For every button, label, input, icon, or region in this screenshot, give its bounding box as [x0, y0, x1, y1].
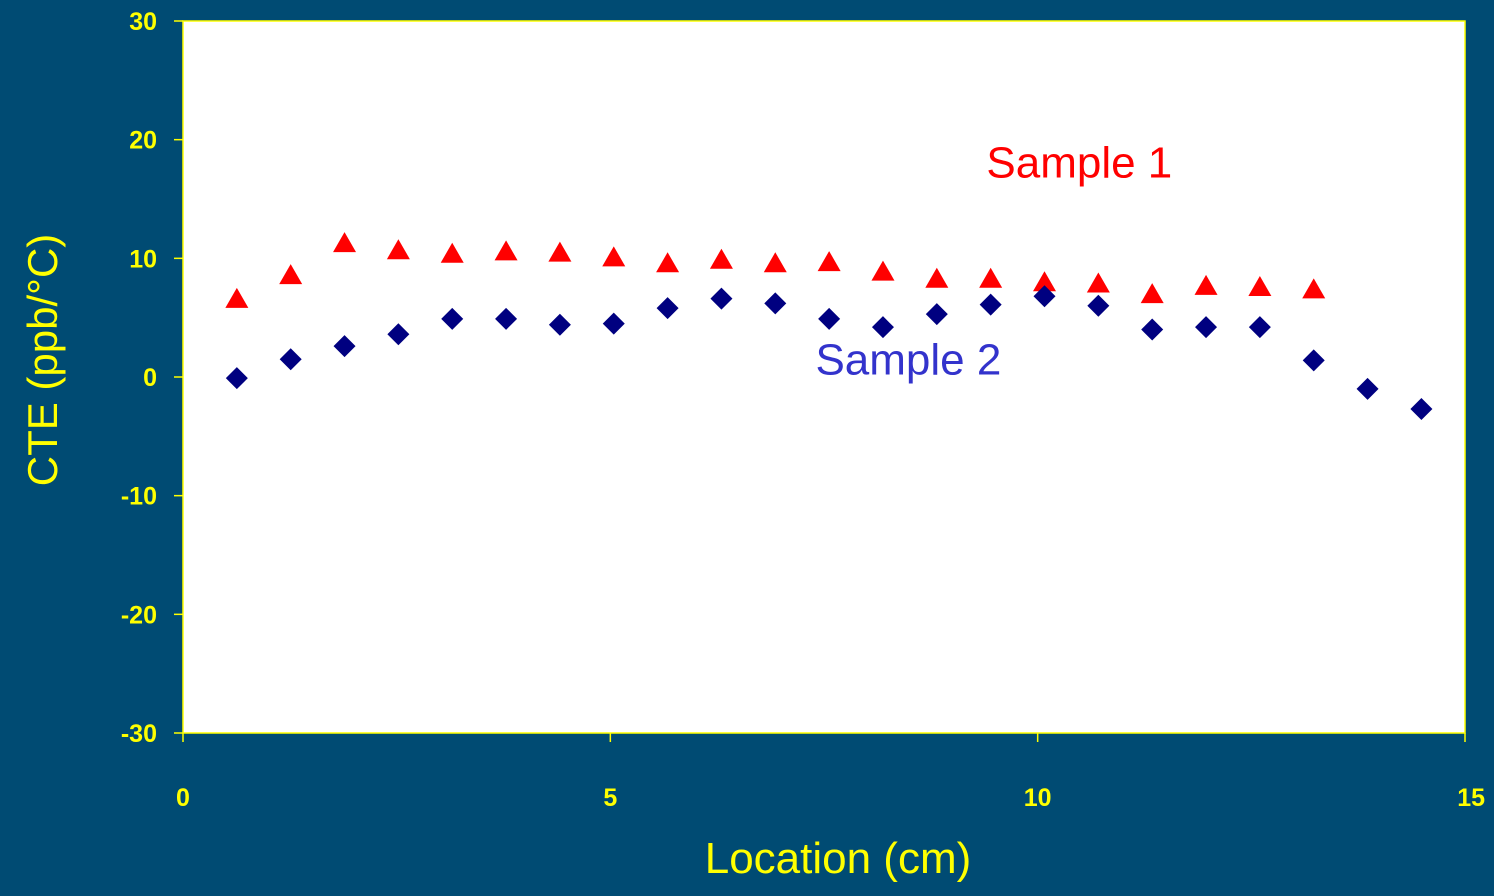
x-tick-label: 15 [1457, 784, 1485, 812]
sample-2-point [764, 292, 787, 315]
sample-1-point [1302, 278, 1326, 299]
sample-1-point [925, 267, 949, 288]
sample-2-point [1033, 285, 1056, 308]
sample-2-point [548, 313, 571, 336]
sample-1-point [1086, 272, 1110, 293]
x-tick-label: 10 [1024, 784, 1052, 812]
sample-1-point [871, 260, 895, 281]
y-tick-label: 30 [129, 8, 157, 36]
sample-2-point [710, 287, 733, 310]
sample-2-point [279, 348, 302, 371]
sample-1-point [602, 246, 626, 267]
sample-1-point [333, 232, 357, 253]
sample-1-point [979, 267, 1003, 288]
sample-1-point [1033, 271, 1057, 292]
sample-2-point [1195, 316, 1218, 339]
y-axis-title: CTE (ppb/°C) [19, 234, 66, 487]
sample-2-point [333, 335, 356, 358]
sample-2-point [1356, 377, 1379, 400]
sample-1-point [386, 239, 410, 260]
sample-2-point [1248, 316, 1271, 339]
x-tick-label: 0 [176, 784, 190, 812]
sample-1-point [1248, 276, 1272, 296]
sample-1-point [1140, 283, 1164, 304]
sample-2-point [1087, 294, 1110, 317]
y-tick-label: 0 [143, 364, 157, 392]
series-label-2: Sample 2 [815, 336, 1001, 385]
sample-2-point [818, 307, 841, 330]
y-tick-label: 10 [129, 245, 157, 273]
x-axis-title: Location (cm) [705, 834, 972, 883]
y-tick-label: -20 [121, 601, 157, 629]
sample-1-point [440, 242, 464, 263]
series-label-1: Sample 1 [986, 139, 1172, 188]
y-tick-label: 20 [129, 127, 157, 155]
annotations: Sample 1 Sample 2 [815, 139, 1172, 385]
sample-2-point [979, 293, 1002, 316]
plot-area [182, 20, 1466, 734]
sample-2-point [871, 316, 894, 339]
axes: -30 -20 -10 0 10 20 30 0 5 10 15 [121, 8, 1485, 812]
sample-2-point [656, 297, 679, 320]
sample-1-point [763, 252, 787, 273]
sample-1-point [817, 251, 841, 272]
data-points [225, 232, 1433, 421]
sample-1-point [225, 287, 249, 308]
sample-1-point [1194, 274, 1218, 295]
sample-2-point [387, 323, 410, 346]
sample-2-point [1141, 318, 1164, 341]
y-tick-label: -10 [121, 483, 157, 511]
x-tick-label: 5 [603, 784, 617, 812]
sample-2-point [1410, 398, 1433, 421]
sample-2-point [495, 307, 518, 330]
y-tick-label: -30 [121, 720, 157, 748]
sample-1-point [279, 264, 303, 285]
sample-1-point [656, 252, 680, 273]
sample-2-point [925, 303, 948, 326]
sample-2-point [602, 312, 625, 335]
sample-1-point [709, 248, 733, 269]
sample-2-point [1302, 349, 1325, 372]
sample-2-point [225, 367, 248, 390]
sample-2-point [441, 307, 464, 330]
sample-1-point [494, 240, 518, 261]
sample-1-point [548, 241, 572, 262]
